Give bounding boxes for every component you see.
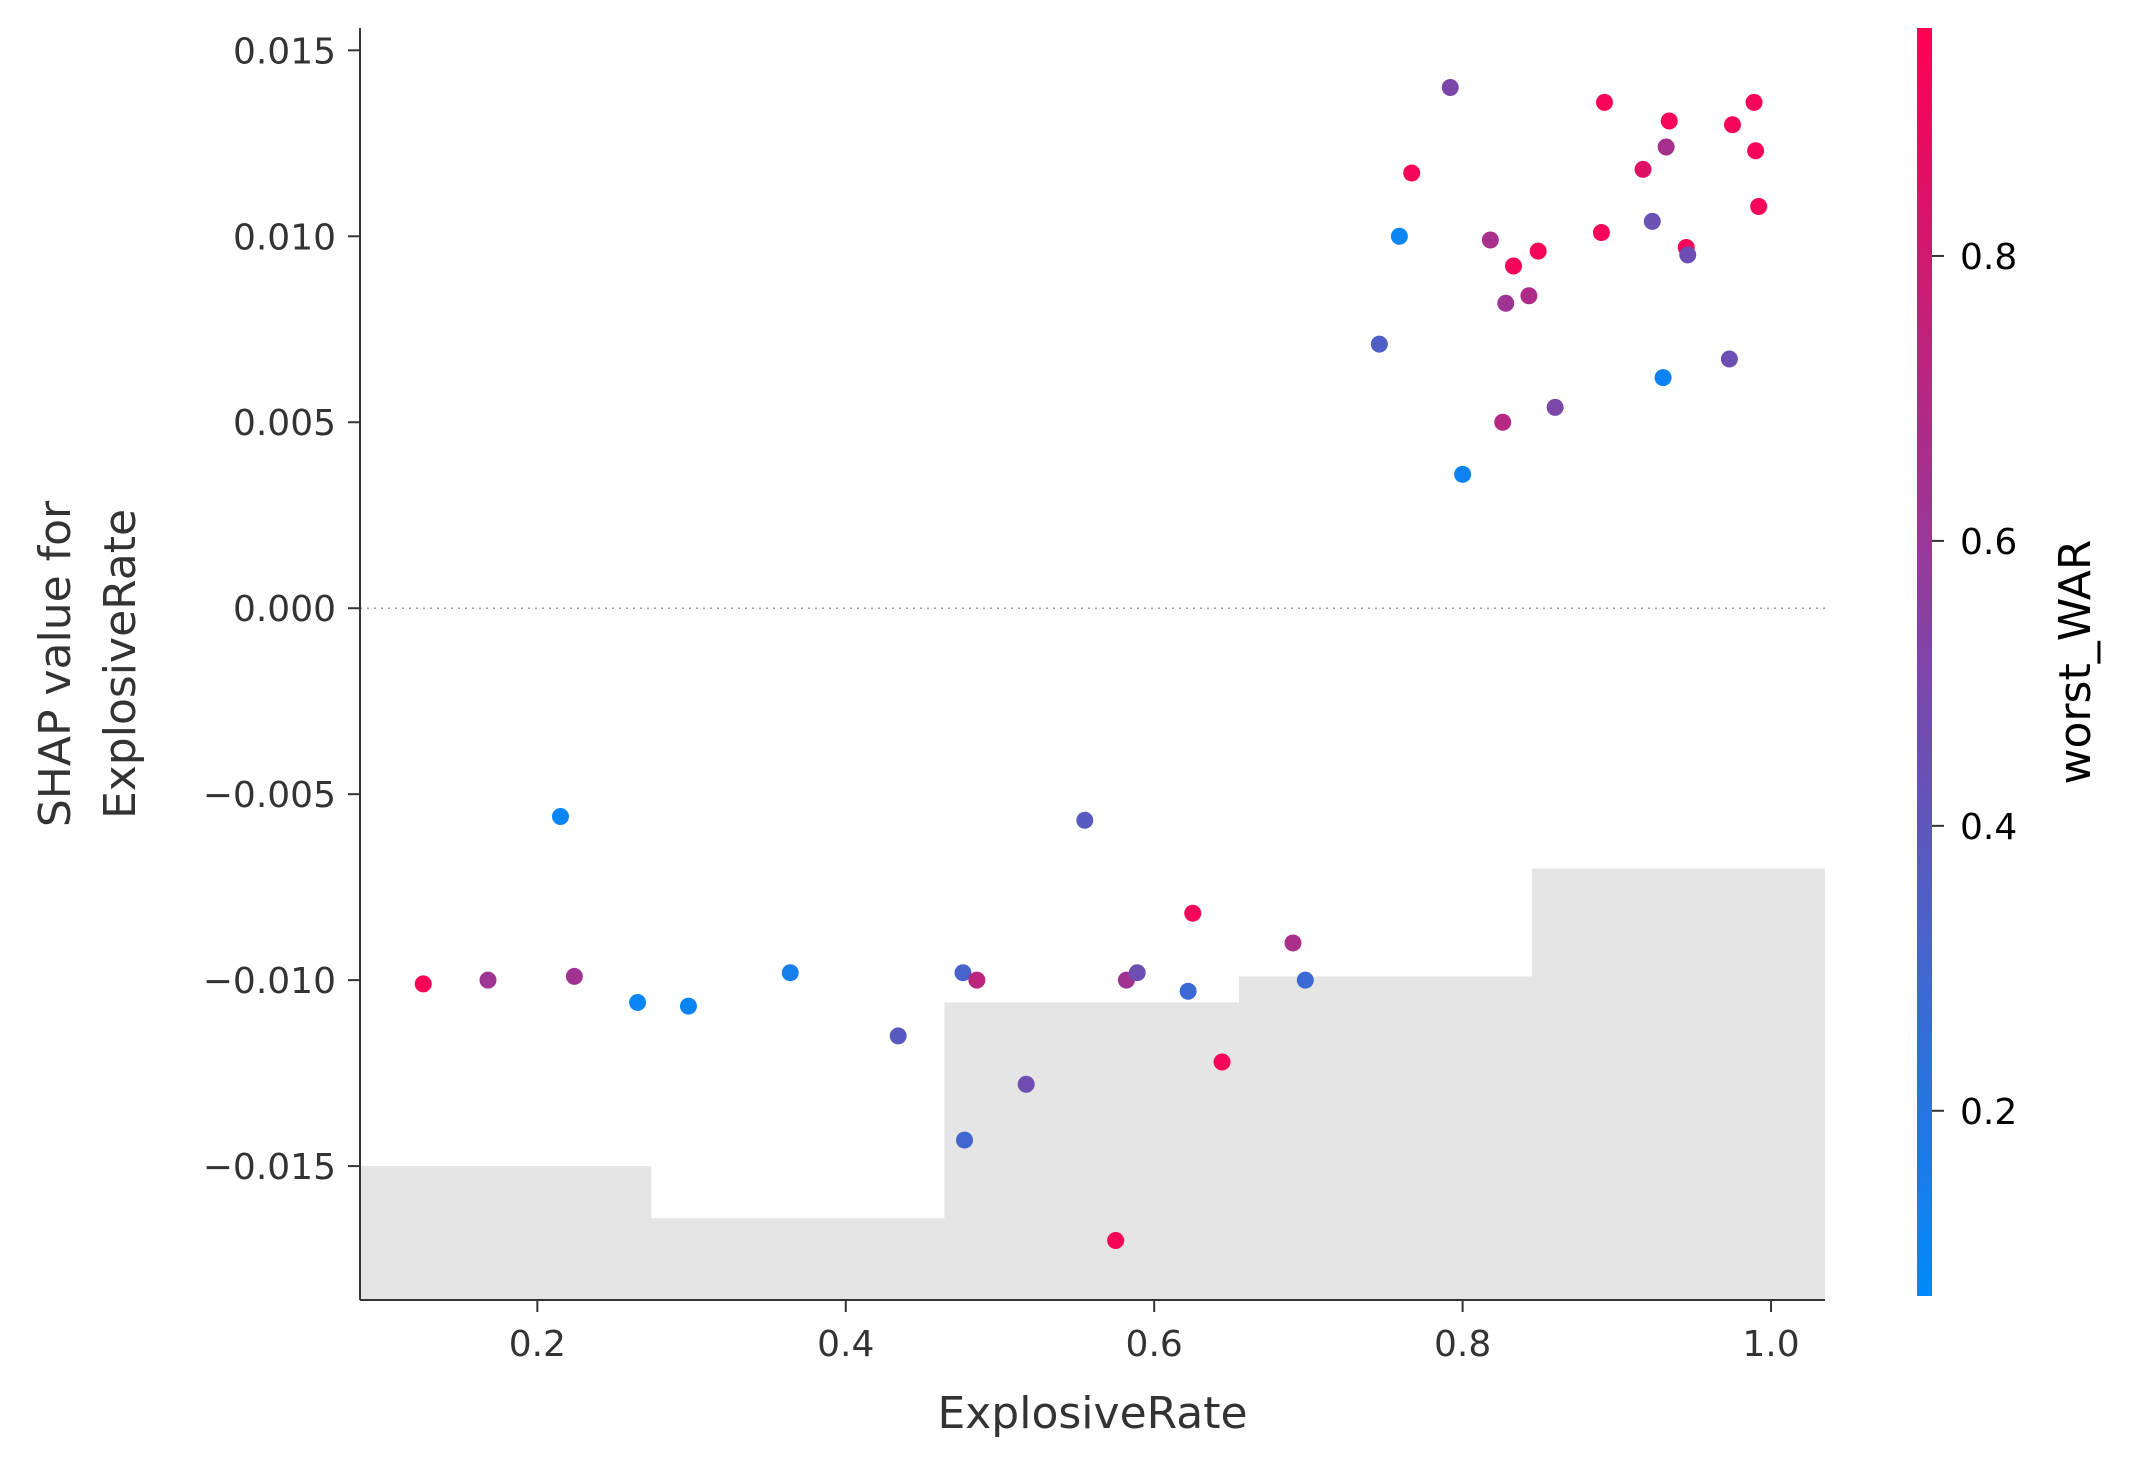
data-point bbox=[1107, 1231, 1125, 1249]
histogram-bar bbox=[651, 1218, 945, 1300]
data-point bbox=[479, 971, 497, 989]
y-tick-label: 0.010 bbox=[233, 217, 336, 258]
data-point bbox=[1657, 138, 1675, 156]
data-point bbox=[1546, 398, 1564, 416]
data-point bbox=[781, 964, 799, 982]
histogram-bar bbox=[360, 1166, 652, 1300]
y-tick-label: 0.015 bbox=[233, 31, 336, 72]
data-point bbox=[954, 964, 972, 982]
data-point bbox=[1592, 224, 1610, 242]
data-point bbox=[551, 807, 569, 825]
data-point bbox=[1017, 1075, 1035, 1093]
feature-histogram bbox=[360, 868, 1825, 1300]
y-axis-label: SHAP value for ExplosiveRate bbox=[30, 500, 146, 827]
data-point bbox=[1284, 934, 1302, 952]
scatter-points bbox=[414, 79, 1768, 1249]
y-tick-label: −0.010 bbox=[203, 961, 336, 1002]
y-tick-label: −0.015 bbox=[203, 1147, 336, 1188]
data-point bbox=[1481, 231, 1499, 249]
data-point bbox=[1390, 227, 1408, 245]
colorbar-tick-label: 0.6 bbox=[1960, 522, 2017, 563]
data-point bbox=[1213, 1053, 1231, 1071]
colorbar-ticks: 0.2 0.4 0.6 0.8 bbox=[1932, 237, 2017, 1133]
data-point bbox=[1454, 465, 1472, 483]
x-tick-label: 0.2 bbox=[509, 1324, 566, 1365]
data-point bbox=[679, 997, 697, 1015]
x-tick-label: 0.4 bbox=[817, 1324, 874, 1365]
data-point bbox=[1660, 112, 1678, 130]
data-point bbox=[889, 1027, 907, 1045]
data-point bbox=[1076, 811, 1094, 829]
data-point bbox=[1184, 904, 1202, 922]
data-point bbox=[1370, 335, 1388, 353]
data-point bbox=[1529, 242, 1547, 260]
x-tick-label: 1.0 bbox=[1742, 1324, 1799, 1365]
y-tick-label: 0.000 bbox=[233, 589, 336, 630]
y-tick-label: −0.005 bbox=[203, 775, 336, 816]
data-point bbox=[1403, 164, 1421, 182]
data-point bbox=[1520, 287, 1538, 305]
data-point bbox=[1745, 93, 1763, 111]
x-axis-ticks: 0.2 0.4 0.6 0.8 1.0 bbox=[509, 1300, 1800, 1365]
data-point bbox=[956, 1131, 974, 1149]
histogram-bar bbox=[1239, 976, 1532, 1300]
colorbar-label: worst_WAR bbox=[2050, 540, 2101, 785]
data-point bbox=[1654, 369, 1672, 387]
y-axis-label-line-1: SHAP value for bbox=[30, 500, 81, 827]
x-tick-label: 0.8 bbox=[1434, 1324, 1491, 1365]
colorbar-tick-label: 0.4 bbox=[1960, 807, 2017, 848]
data-point bbox=[1296, 971, 1314, 989]
data-point bbox=[1179, 982, 1197, 1000]
histogram-bar bbox=[944, 1002, 1239, 1300]
data-point bbox=[1679, 246, 1697, 264]
colorbar-tick-label: 0.2 bbox=[1960, 1092, 2017, 1133]
x-axis-label: ExplosiveRate bbox=[937, 1388, 1247, 1439]
data-point bbox=[1634, 160, 1652, 178]
y-axis-label-line-2: ExplosiveRate bbox=[95, 509, 146, 819]
data-point bbox=[1504, 257, 1522, 275]
data-point bbox=[1497, 294, 1515, 312]
data-point bbox=[629, 993, 647, 1011]
data-point bbox=[1720, 350, 1738, 368]
data-point bbox=[1494, 413, 1512, 431]
x-tick-label: 0.6 bbox=[1126, 1324, 1183, 1365]
histogram-bar bbox=[1532, 868, 1825, 1300]
data-point bbox=[1643, 212, 1661, 230]
data-point bbox=[1750, 198, 1768, 216]
data-point bbox=[968, 971, 986, 989]
data-point bbox=[1441, 79, 1459, 97]
y-axis-ticks: 0.015 0.010 0.005 0.000 −0.005 −0.010 −0.015 bbox=[203, 31, 360, 1188]
data-point bbox=[1128, 964, 1146, 982]
data-point bbox=[1723, 116, 1741, 134]
colorbar bbox=[1917, 28, 1932, 1296]
data-point bbox=[1595, 93, 1613, 111]
data-point bbox=[1747, 142, 1765, 160]
data-point bbox=[565, 967, 583, 985]
colorbar-tick-label: 0.8 bbox=[1960, 237, 2017, 278]
data-point bbox=[414, 975, 432, 993]
y-tick-label: 0.005 bbox=[233, 403, 336, 444]
